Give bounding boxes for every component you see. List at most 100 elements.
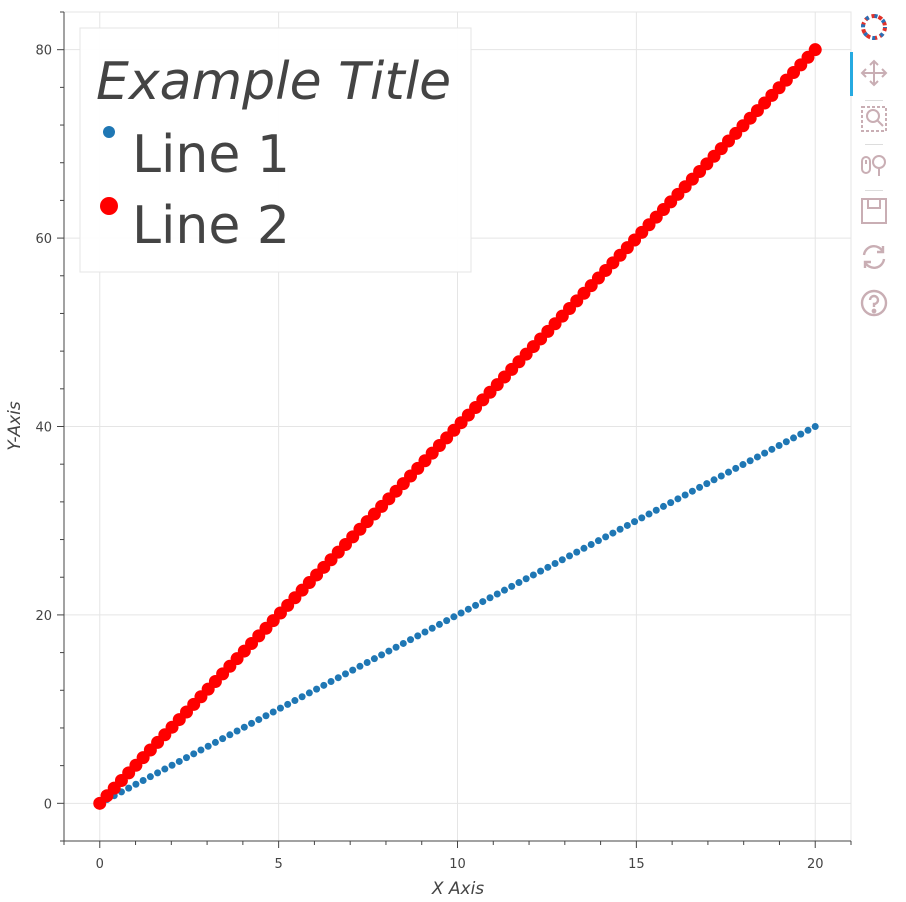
data-point: [378, 651, 386, 659]
data-point: [515, 579, 523, 587]
y-tick-label: 60: [35, 232, 52, 247]
data-point: [775, 442, 783, 450]
data-point: [808, 43, 822, 57]
data-point: [594, 537, 602, 545]
data-point: [616, 525, 624, 533]
data-point: [710, 476, 718, 484]
data-point: [197, 746, 205, 754]
toolbar-separator: [865, 100, 883, 101]
data-point: [558, 556, 566, 564]
data-point: [522, 575, 530, 583]
data-point: [544, 563, 552, 571]
data-point: [435, 620, 443, 628]
data-point: [334, 674, 342, 682]
data-point: [681, 491, 689, 499]
wheel-zoom-tool-button[interactable]: [859, 150, 889, 180]
data-point: [790, 434, 798, 442]
data-point: [500, 586, 508, 594]
data-point: [204, 742, 212, 750]
pan-icon: [860, 59, 888, 87]
data-point: [602, 533, 610, 541]
y-tick-label: 0: [44, 797, 52, 812]
data-point: [609, 529, 617, 537]
data-point: [125, 784, 133, 792]
data-point: [341, 670, 349, 678]
data-point: [139, 776, 147, 784]
data-point: [479, 598, 487, 606]
bokeh-logo-icon: [861, 14, 887, 40]
data-point: [421, 628, 429, 636]
legend-marker-line-2: [100, 197, 118, 215]
data-point: [399, 639, 407, 647]
data-point: [493, 590, 501, 598]
x-tick-label: 10: [449, 857, 466, 872]
data-point: [464, 605, 472, 613]
data-point: [587, 540, 595, 548]
data-point: [652, 506, 660, 514]
data-point: [782, 438, 790, 446]
pan-tool-button[interactable]: [859, 58, 889, 88]
data-point: [226, 731, 234, 739]
x-axis-label: X Axis: [431, 879, 484, 899]
legend-box: [79, 27, 472, 273]
data-point: [320, 681, 328, 689]
data-point: [269, 708, 277, 716]
legend-title: Example Title: [96, 52, 451, 112]
data-point: [305, 689, 313, 697]
data-point: [688, 487, 696, 495]
data-point: [667, 499, 675, 507]
save-icon: [861, 198, 887, 224]
box-zoom-tool-button[interactable]: [859, 104, 889, 134]
data-point: [443, 617, 451, 625]
x-tick-label: 0: [96, 857, 104, 872]
data-point: [659, 502, 667, 510]
data-point: [240, 723, 248, 731]
data-point: [370, 655, 378, 663]
data-point: [248, 719, 256, 727]
data-point: [580, 544, 588, 552]
data-point: [161, 765, 169, 773]
x-tick-label: 5: [274, 857, 282, 872]
series: [93, 43, 822, 810]
data-point: [313, 685, 321, 693]
data-point: [631, 518, 639, 526]
data-point: [146, 773, 154, 781]
data-point: [291, 697, 299, 705]
data-point: [739, 461, 747, 469]
data-point: [392, 643, 400, 651]
data-point: [761, 449, 769, 457]
data-point: [645, 510, 653, 518]
data-point: [182, 754, 190, 762]
data-point: [211, 738, 219, 746]
data-point: [746, 457, 754, 465]
data-point: [132, 780, 140, 788]
data-point: [407, 636, 415, 644]
data-point: [674, 495, 682, 503]
toolbar-separator: [865, 144, 883, 145]
data-point: [255, 716, 263, 724]
data-point: [385, 647, 393, 655]
bokeh-logo-button[interactable]: [859, 12, 889, 42]
data-point: [327, 678, 335, 686]
help-tool-button[interactable]: [859, 288, 889, 318]
data-point: [450, 613, 458, 621]
data-point: [356, 662, 364, 670]
data-point: [573, 548, 581, 556]
y-tick-label: 20: [35, 609, 52, 624]
axes: 0 5 10 15 20 0 20 40 60 80: [35, 11, 852, 872]
data-point: [363, 658, 371, 666]
y-tick-label: 40: [35, 421, 52, 436]
y-tick-label: 80: [35, 44, 52, 59]
active-tool-indicator: [850, 52, 853, 96]
y-axis-label: Y-Axis: [5, 401, 25, 451]
data-point: [551, 560, 559, 568]
save-tool-button[interactable]: [859, 196, 889, 226]
data-point: [486, 594, 494, 602]
data-point: [219, 735, 227, 743]
data-point: [298, 693, 306, 701]
data-point: [703, 480, 711, 488]
data-point: [696, 483, 704, 491]
data-point: [233, 727, 241, 735]
reset-tool-button[interactable]: [859, 242, 889, 272]
x-tick-label: 20: [807, 857, 824, 872]
